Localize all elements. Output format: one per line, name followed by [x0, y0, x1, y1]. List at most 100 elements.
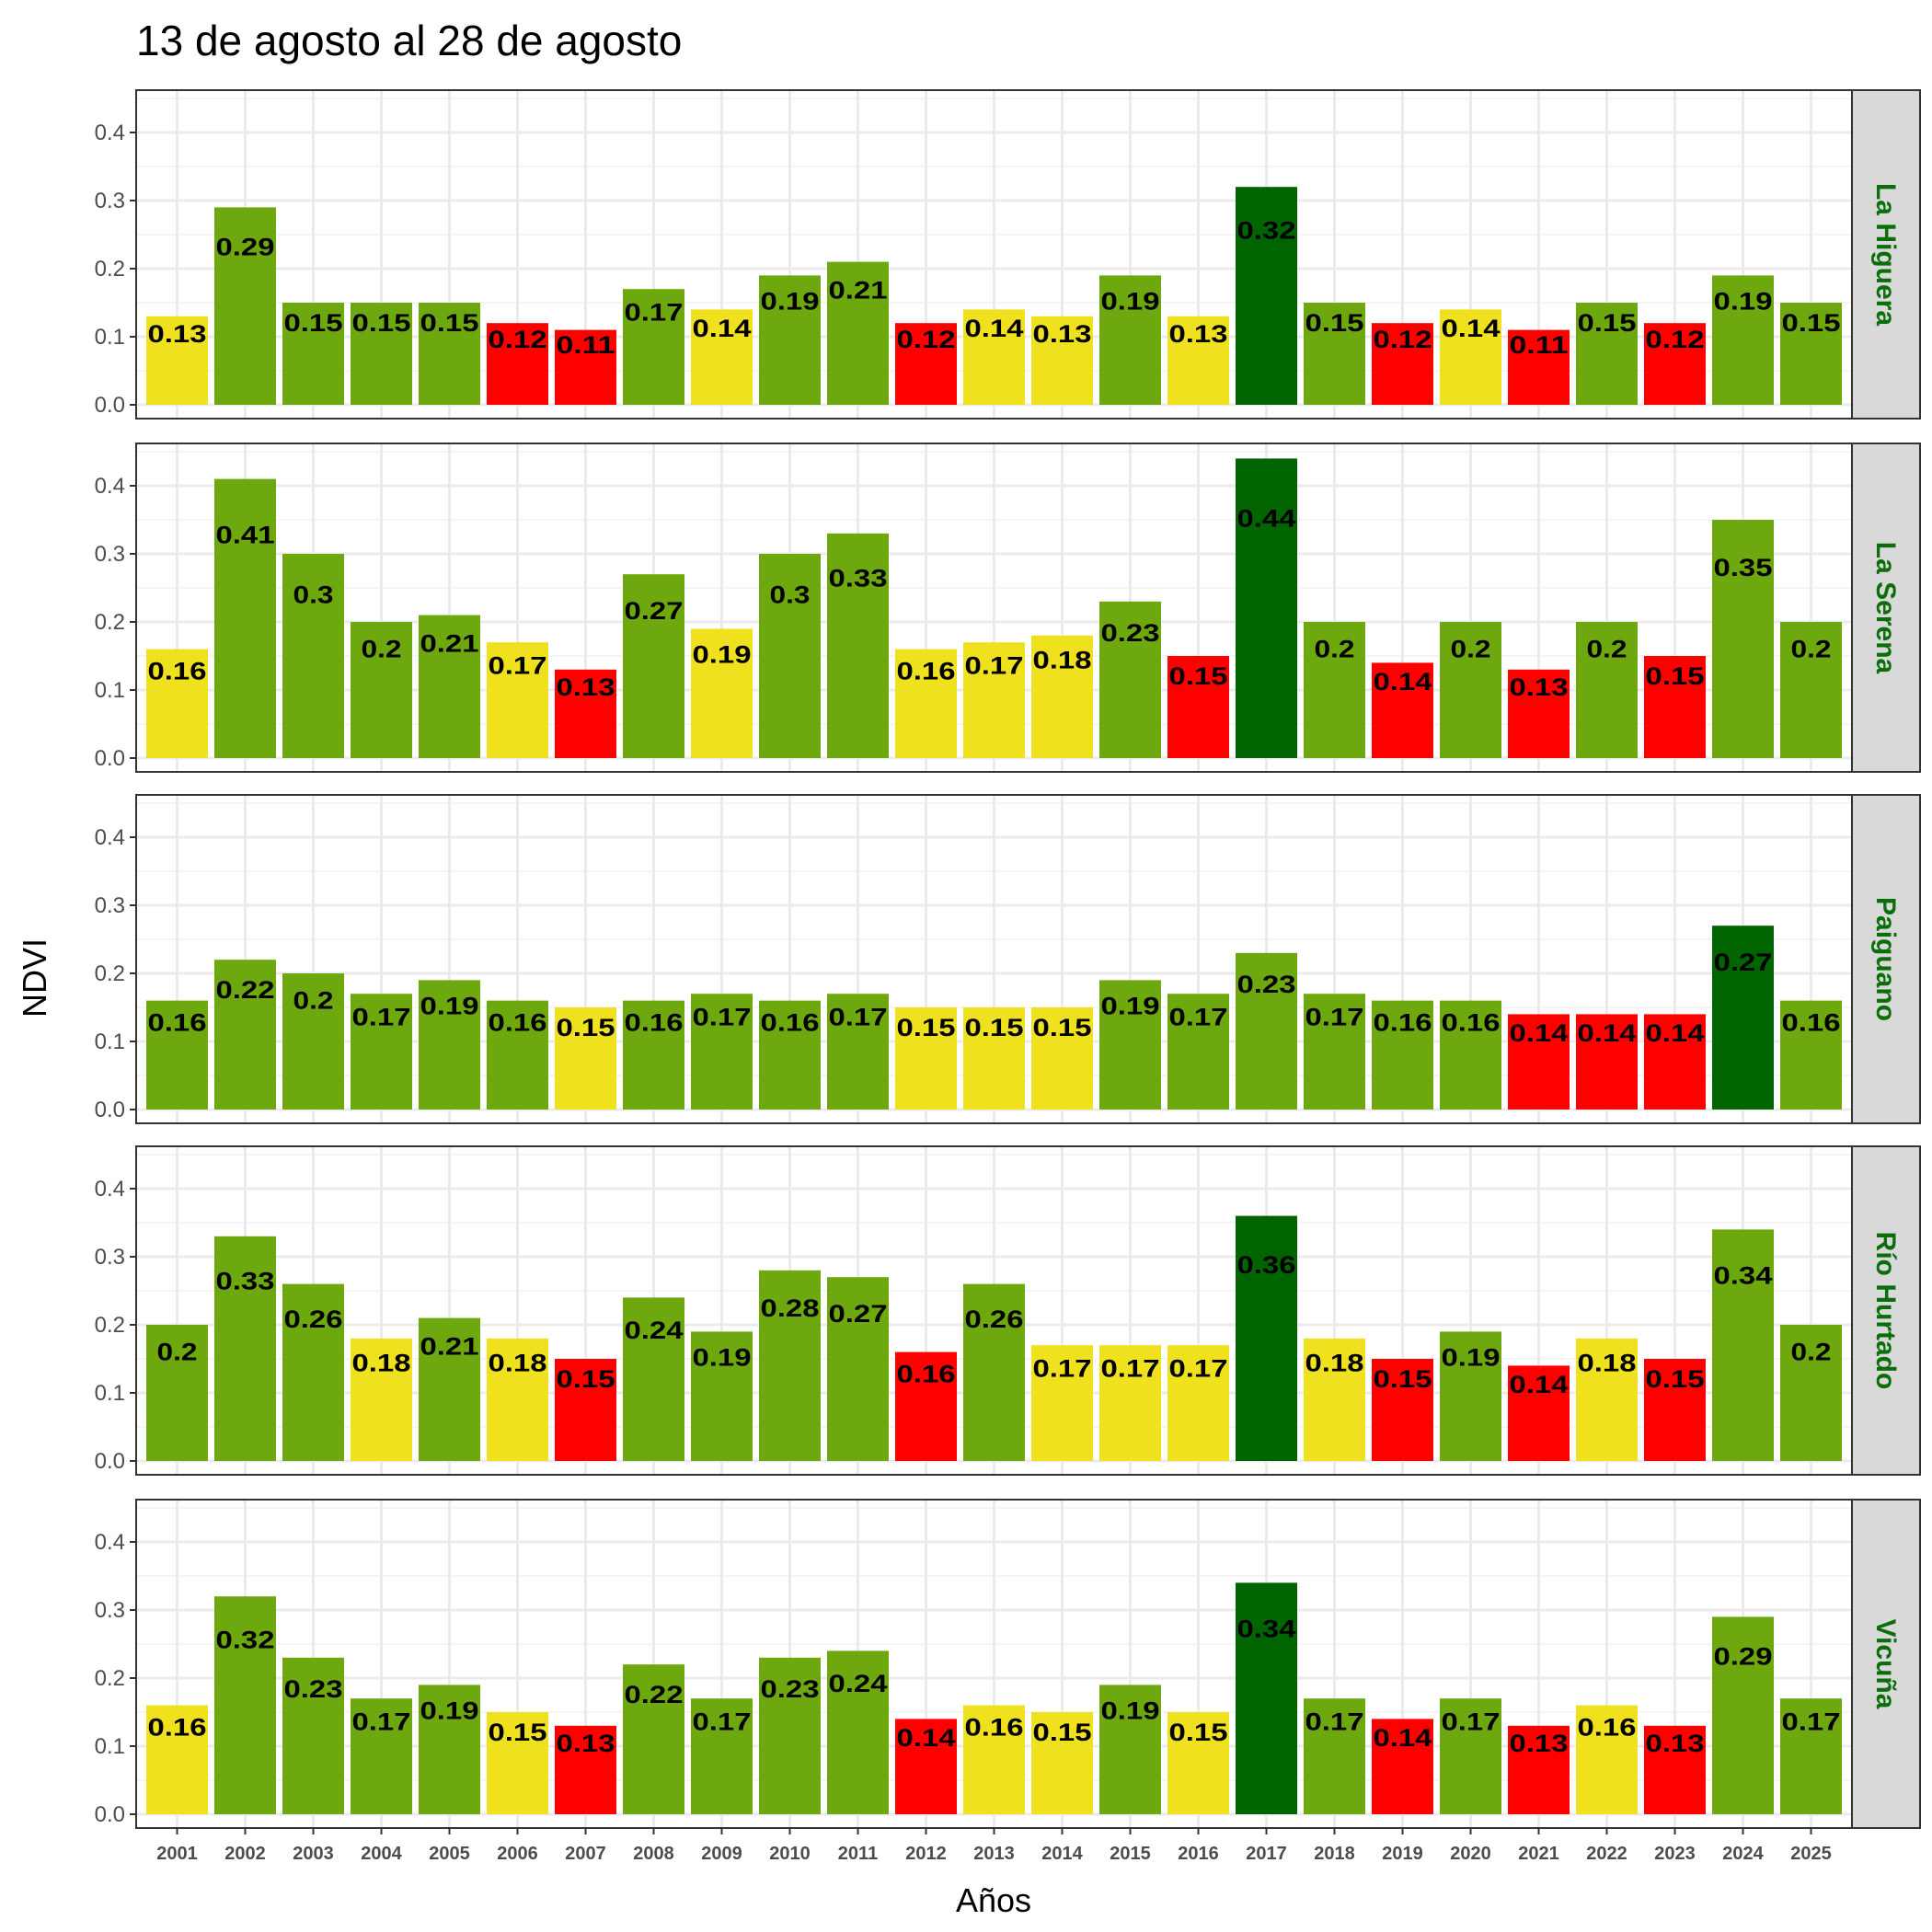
x-axis-ticks: 2001 2002 2003 2004 2005 2006 2007 2008 2009 2010…: [156, 1828, 1832, 1864]
bar: [963, 1705, 1025, 1814]
bar: [1780, 303, 1842, 405]
bar-value-label: 0.18: [352, 1349, 411, 1376]
bar-value-label: 0.2: [1791, 1339, 1832, 1366]
bar-value-label: 0.15: [1169, 1719, 1228, 1746]
bar-value-label: 0.22: [216, 976, 275, 1004]
facet-strip: [1851, 443, 1921, 773]
bar-value-label: 0.18: [1305, 1349, 1364, 1376]
bar: [1372, 662, 1433, 758]
bar: [691, 309, 753, 405]
bar: [759, 1000, 821, 1110]
bar-value-label: 0.14: [965, 315, 1024, 342]
bar-value-label: 0.13: [148, 320, 207, 348]
bar-value-label: 0.14: [1578, 1019, 1637, 1047]
bar-value-label: 0.12: [489, 326, 547, 353]
bar: [1508, 669, 1570, 758]
bar-value-label: 0.27: [1714, 949, 1773, 976]
bar-value-label: 0.15: [489, 1719, 547, 1746]
bar: [623, 574, 684, 758]
bar: [487, 1000, 548, 1110]
y-tick-label: 0.1: [95, 1734, 125, 1759]
bar: [146, 316, 208, 405]
x-tick-label: 2010: [769, 1844, 811, 1864]
y-tick-label: 0.4: [95, 1530, 125, 1555]
bar-value-label: 0.15: [1169, 662, 1228, 690]
y-tick-label: 0.3: [95, 1245, 125, 1270]
bar: [623, 1297, 684, 1461]
bar: [1712, 1229, 1774, 1461]
bar-value-label: 0.16: [761, 1008, 820, 1036]
bar: [963, 642, 1025, 758]
bar-value-label: 0.15: [1033, 1014, 1092, 1041]
bar-value-label: 0.16: [489, 1008, 547, 1036]
bar-value-label: 0.15: [965, 1014, 1024, 1041]
bar: [963, 1007, 1025, 1110]
bar-value-label: 0.15: [1782, 309, 1841, 337]
bar: [419, 1317, 480, 1461]
bar: [1780, 1698, 1842, 1814]
bar-value-label: 0.2: [362, 636, 402, 663]
y-tick-label: 0.2: [95, 257, 125, 282]
bar-value-label: 0.16: [1442, 1008, 1501, 1036]
bar: [555, 329, 616, 405]
bar-value-label: 0.15: [1646, 662, 1705, 690]
bar: [146, 1000, 208, 1110]
bar: [691, 994, 753, 1110]
bar: [1304, 303, 1365, 405]
bar-value-label: 0.17: [1782, 1708, 1841, 1735]
bar: [1644, 1359, 1706, 1461]
x-tick-label: 2024: [1722, 1844, 1764, 1864]
bar-value-label: 0.15: [557, 1014, 615, 1041]
bar-value-label: 0.17: [1442, 1708, 1501, 1735]
bar-value-label: 0.28: [761, 1294, 820, 1322]
bar-value-label: 0.16: [148, 1008, 207, 1036]
bar-value-label: 0.15: [1374, 1365, 1432, 1393]
bar-value-label: 0.17: [1305, 1708, 1364, 1735]
y-tick-label: 0.1: [95, 325, 125, 350]
bar-value-label: 0.3: [770, 581, 811, 608]
bar-value-label: 0.11: [557, 331, 615, 359]
x-tick-label: 2021: [1518, 1844, 1559, 1864]
bar: [555, 1725, 616, 1814]
x-tick-label: 2020: [1450, 1844, 1491, 1864]
bar: [1099, 275, 1161, 405]
bar: [1304, 622, 1365, 758]
bar-value-label: 0.23: [284, 1675, 343, 1703]
bar-value-label: 0.14: [897, 1724, 956, 1752]
bar: [1372, 323, 1433, 405]
facet-strip-label: Vicuña: [1870, 1619, 1901, 1709]
bar: [1780, 1325, 1842, 1461]
bar-value-label: 0.14: [1510, 1371, 1569, 1398]
bar-value-label: 0.2: [293, 987, 334, 1015]
bar-value-label: 0.17: [693, 1708, 752, 1735]
bar-value-label: 0.2: [1791, 636, 1832, 663]
bar-value-label: 0.27: [829, 1300, 888, 1328]
bar-value-label: 0.2: [1587, 636, 1627, 663]
bar: [963, 309, 1025, 405]
x-tick-label: 2011: [838, 1844, 878, 1864]
bar: [487, 642, 548, 758]
x-tick-label: 2015: [1110, 1844, 1151, 1864]
bar: [1236, 1215, 1297, 1461]
bar: [214, 478, 276, 758]
bar: [963, 1283, 1025, 1461]
bar-value-label: 0.19: [761, 288, 820, 316]
bar-value-label: 0.17: [625, 298, 684, 326]
bar: [1508, 329, 1570, 405]
bar: [1372, 1719, 1433, 1814]
bar: [419, 980, 480, 1110]
bar-value-label: 0.13: [557, 673, 615, 701]
x-tick-label: 2022: [1586, 1844, 1627, 1864]
y-tick-label: 0.0: [95, 1449, 125, 1474]
bar-value-label: 0.18: [1033, 646, 1092, 673]
bar: [623, 1664, 684, 1814]
bar: [214, 207, 276, 405]
bar: [827, 1277, 889, 1461]
x-tick-label: 2009: [701, 1844, 742, 1864]
bar-value-label: 0.17: [352, 1708, 411, 1735]
bar: [623, 289, 684, 405]
bar-value-label: 0.22: [625, 1681, 684, 1708]
bar-value-label: 0.26: [284, 1305, 343, 1333]
bar: [1576, 622, 1638, 758]
bar-value-label: 0.18: [1578, 1349, 1637, 1376]
